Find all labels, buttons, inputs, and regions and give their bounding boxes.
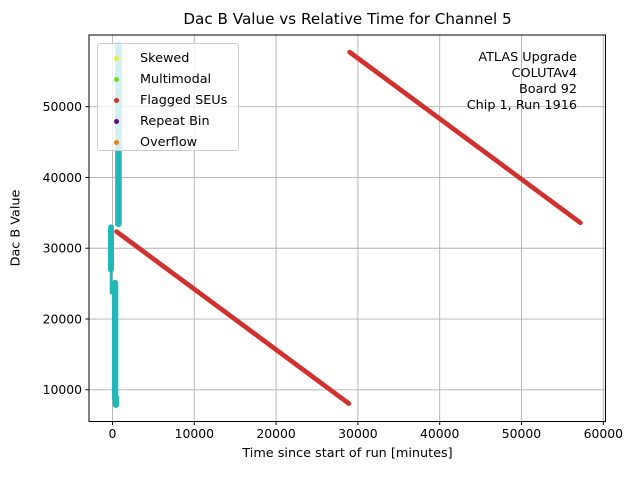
axes-frame (88, 34, 606, 422)
flagged-seu-trend-segment (114, 229, 352, 406)
x-tick-label: 20000 (256, 426, 296, 441)
chart-title: Dac B Value vs Relative Time for Channel… (183, 10, 512, 28)
x-tick-label: 50000 (502, 426, 542, 441)
x-tick-label: 40000 (420, 426, 460, 441)
annotation-line: Board 92 (519, 82, 577, 97)
legend-item-label: Flagged SEUs (140, 93, 228, 108)
legend-item: Flagged SEUs (98, 90, 238, 111)
x-tick-label: 10000 (175, 426, 215, 441)
x-tick-label: 30000 (338, 426, 378, 441)
legend-item: Skewed (98, 48, 238, 69)
x-axis-label: Time since start of run [minutes] (242, 446, 453, 461)
y-tick-label: 20000 (43, 311, 83, 326)
legend-item-label: Overflow (140, 135, 198, 150)
dot-marker-icon (114, 119, 119, 124)
annotation-line: COLUTAv4 (511, 66, 577, 81)
y-axis-label: Dac B Value (8, 189, 24, 267)
legend-item: Multimodal (98, 69, 238, 90)
dot-marker-icon (114, 98, 119, 103)
dot-marker-icon (114, 56, 119, 61)
dot-marker-icon (114, 77, 119, 82)
annotation-line: Chip 1, Run 1916 (466, 98, 577, 113)
annotation-line: ATLAS Upgrade (478, 50, 577, 65)
legend-item: Overflow (98, 132, 238, 153)
y-tick-label: 50000 (43, 99, 83, 114)
y-tick-label: 40000 (43, 170, 83, 185)
x-tick-label: 0 (109, 426, 117, 441)
legend-item: Repeat Bin (98, 111, 238, 132)
x-tick-label: 60000 (584, 426, 624, 441)
legend-item-label: Repeat Bin (140, 114, 210, 129)
annotation-block: ATLAS Upgrade COLUTAv4 Board 92 Chip 1, … (467, 50, 577, 114)
legend-item-label: Skewed (140, 51, 190, 66)
dot-marker-icon (114, 140, 119, 145)
legend: Skewed Multimodal Flagged SEUs Repeat Bin Ov… (97, 42, 239, 153)
legend-item-label: Multimodal (140, 72, 212, 87)
y-tick-label: 30000 (43, 241, 83, 256)
flagged-seu-trend-segment (347, 49, 583, 226)
y-tick-label: 10000 (43, 382, 83, 397)
